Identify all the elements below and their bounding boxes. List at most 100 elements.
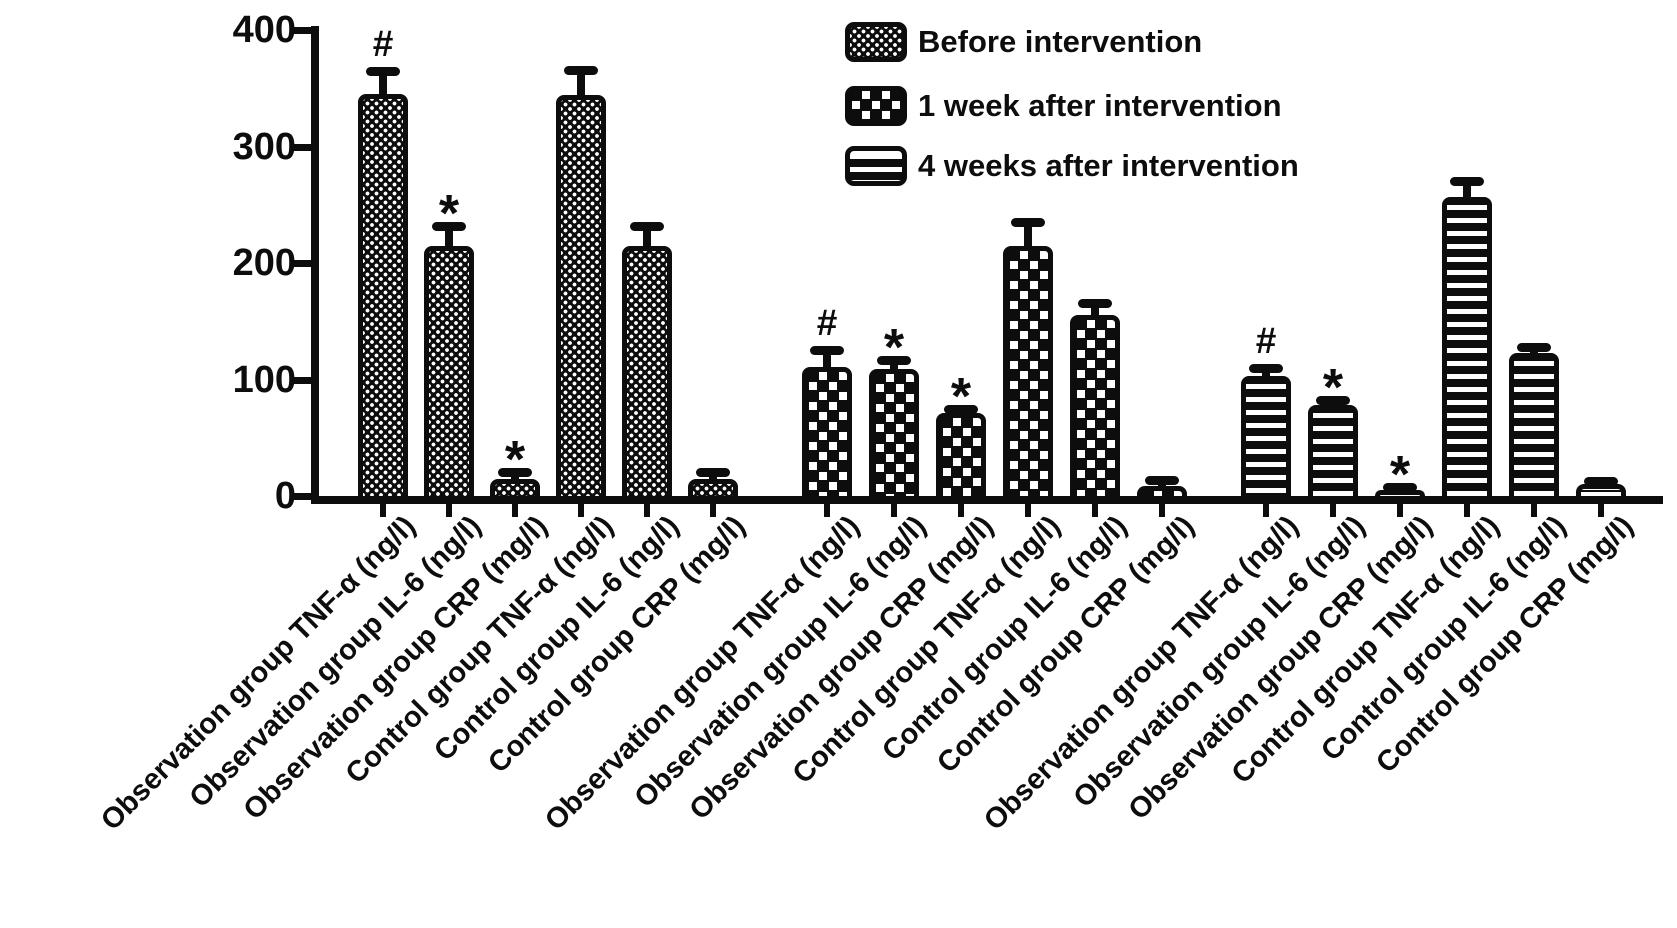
- x-tick: [512, 504, 518, 517]
- bar: [490, 478, 540, 496]
- x-tick: [578, 504, 584, 517]
- significance-marker: *: [1322, 359, 1344, 418]
- legend-item: Before intervention: [845, 22, 1202, 62]
- y-tick-label: 400: [232, 9, 296, 51]
- legend-label: 4 weeks after intervention: [918, 148, 1299, 183]
- error-bar-cap: [1450, 177, 1484, 187]
- significance-marker: #: [372, 22, 394, 64]
- bar: [802, 366, 852, 496]
- bar: [1241, 376, 1291, 496]
- legend-label: 1 week after intervention: [918, 88, 1282, 123]
- x-tick: [1397, 504, 1403, 517]
- error-bar-stem: [1091, 302, 1099, 322]
- error-bar-cap: [1145, 475, 1179, 485]
- error-bar-cap: [944, 404, 978, 414]
- bar: [622, 245, 672, 496]
- legend-item: 4 weeks after intervention: [845, 146, 1299, 186]
- error-bar-stem: [1463, 181, 1471, 203]
- x-tick: [891, 504, 897, 517]
- significance-marker: #: [816, 302, 838, 344]
- error-bar-cap: [1383, 482, 1417, 492]
- x-tick: [1330, 504, 1336, 517]
- error-bar-cap: [1078, 298, 1112, 308]
- bar: [1375, 490, 1425, 496]
- error-bar-stem: [511, 471, 519, 485]
- y-tick: [294, 27, 315, 34]
- error-bar-stem: [1262, 367, 1270, 382]
- error-bar-cap: [810, 346, 844, 356]
- significance-marker: *: [950, 367, 972, 426]
- x-tick: [1092, 504, 1098, 517]
- bar: [1137, 485, 1187, 496]
- x-tick: [1025, 504, 1031, 517]
- x-tick: [710, 504, 716, 517]
- x-tick: [380, 504, 386, 517]
- error-bar-stem: [445, 225, 453, 252]
- y-tick-label: 100: [232, 358, 296, 401]
- error-bar-stem: [823, 350, 831, 373]
- significance-marker: *: [1389, 445, 1411, 504]
- error-bar-stem: [709, 471, 717, 485]
- bar: [688, 478, 738, 496]
- error-bar-cap: [564, 65, 598, 75]
- significance-marker: *: [883, 318, 905, 377]
- y-tick-label: 200: [232, 242, 296, 284]
- legend-item: 1 week after intervention: [845, 86, 1282, 126]
- x-tick: [1531, 504, 1537, 517]
- bar: [358, 94, 408, 496]
- y-axis-line: [311, 26, 319, 504]
- x-tick: [1159, 504, 1165, 517]
- significance-marker: *: [504, 430, 526, 489]
- bar: [936, 413, 986, 496]
- error-bar-stem: [890, 359, 898, 375]
- error-bar-cap: [432, 221, 466, 231]
- y-tick-label: 300: [232, 125, 296, 168]
- x-tick: [958, 504, 964, 517]
- error-bar-cap: [630, 221, 664, 231]
- error-bar-cap: [1249, 363, 1283, 373]
- x-tick: [446, 504, 452, 517]
- x-tick: [1464, 504, 1470, 517]
- y-tick-label: 0: [274, 475, 296, 517]
- horizontal-stripes-swatch-icon: [845, 146, 907, 186]
- error-bar-stem: [1024, 222, 1032, 252]
- x-tick: [1598, 504, 1604, 517]
- bar: [424, 245, 474, 496]
- bar: [1576, 484, 1626, 496]
- x-axis-label: Observation group IL-6 (ng/l): [183, 510, 488, 815]
- x-tick: [824, 504, 830, 517]
- bar: [556, 95, 606, 496]
- x-tick: [644, 504, 650, 517]
- bar: [1003, 245, 1053, 496]
- x-axis-label: Observation group IL-6 (ng/l): [1067, 510, 1372, 815]
- y-tick: [294, 260, 315, 267]
- x-tick: [1263, 504, 1269, 517]
- bar: [869, 369, 919, 496]
- error-bar-cap: [498, 467, 532, 477]
- error-bar-cap: [696, 467, 730, 477]
- error-bar-cap: [1316, 396, 1350, 406]
- significance-marker: *: [438, 184, 460, 243]
- error-bar-stem: [379, 70, 387, 101]
- dense-dots-swatch-icon: [845, 22, 907, 62]
- checkerboard-swatch-icon: [845, 86, 907, 126]
- y-tick: [294, 493, 315, 500]
- error-bar-stem: [577, 69, 585, 102]
- error-bar-cap: [1011, 218, 1045, 228]
- error-bar-cap: [1517, 342, 1551, 352]
- error-bar-cap: [1584, 476, 1618, 486]
- legend-label: Before intervention: [918, 24, 1203, 59]
- bar: [1308, 405, 1358, 496]
- bar: [1442, 196, 1492, 496]
- x-axis-label: Observation group IL-6 (ng/l): [628, 510, 933, 815]
- x-axis-line: [311, 496, 1663, 504]
- error-bar-cap: [877, 355, 911, 365]
- bar: [1509, 352, 1559, 496]
- error-bar-cap: [366, 66, 400, 76]
- significance-marker: #: [1255, 319, 1277, 361]
- y-tick: [294, 143, 315, 151]
- error-bar-stem: [643, 225, 651, 252]
- bar: [1070, 315, 1120, 496]
- y-tick: [294, 376, 315, 384]
